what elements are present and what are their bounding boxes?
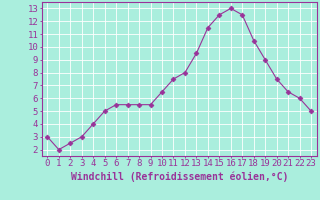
X-axis label: Windchill (Refroidissement éolien,°C): Windchill (Refroidissement éolien,°C) (70, 171, 288, 182)
